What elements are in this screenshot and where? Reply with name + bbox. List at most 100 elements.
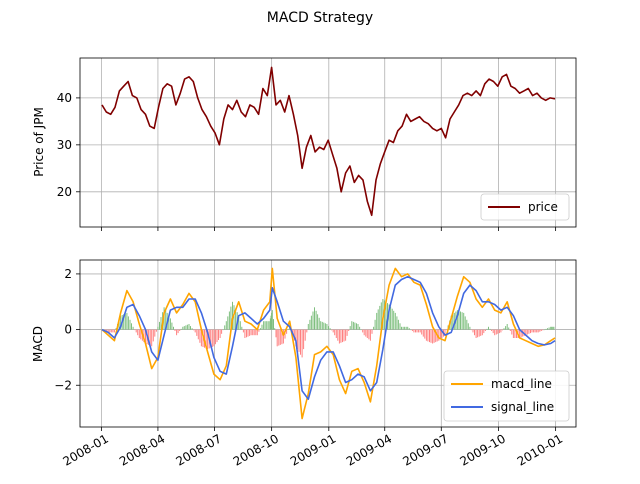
histogram-bar xyxy=(435,329,437,343)
x-tick-label: 2008-04 xyxy=(117,431,167,468)
histogram-bar xyxy=(368,329,370,340)
price-y-tick-label: 30 xyxy=(57,138,72,152)
histogram-bar xyxy=(182,326,184,330)
histogram-bar xyxy=(460,311,461,330)
price-y-tick-label: 20 xyxy=(57,185,72,199)
histogram-bar xyxy=(351,321,353,330)
histogram-bar xyxy=(242,329,244,333)
histogram-bar xyxy=(228,311,230,330)
histogram-bar xyxy=(550,326,552,330)
histogram-bar xyxy=(348,329,350,331)
histogram-bar xyxy=(270,315,272,330)
histogram-bar xyxy=(388,304,390,330)
histogram-bar xyxy=(196,329,198,336)
histogram-bar xyxy=(472,329,474,333)
histogram-bar xyxy=(124,313,126,330)
price-panel: 20 30 40 Price of JPM price xyxy=(32,57,577,231)
histogram-bar xyxy=(123,314,125,330)
histogram-bar xyxy=(463,312,465,330)
macd-y-ticks: −2 0 2 xyxy=(54,267,80,392)
histogram-bar xyxy=(165,310,167,330)
histogram-bar xyxy=(177,329,179,334)
histogram-bar xyxy=(314,307,315,330)
histogram-bar xyxy=(407,326,409,330)
histogram-bar xyxy=(250,329,252,336)
histogram-bar xyxy=(537,329,539,333)
histogram-bar xyxy=(509,329,511,331)
histogram-bar xyxy=(260,328,261,330)
histogram-bar xyxy=(491,329,493,331)
histogram-bar xyxy=(183,326,185,330)
histogram-bar xyxy=(145,329,146,344)
histogram-bar xyxy=(317,314,319,330)
histogram-bar xyxy=(439,329,441,340)
macd-x-ticks: 2008-01 2008-04 2008-07 2008-10 2009-01 2009-… xyxy=(60,427,565,469)
histogram-bar xyxy=(326,324,328,330)
macd-y-tick-label: 0 xyxy=(64,323,72,337)
price-legend: price xyxy=(480,193,570,221)
price-y-axis-label: Price of JPM xyxy=(32,107,46,177)
histogram-bar xyxy=(200,329,202,347)
histogram-bar xyxy=(484,329,486,331)
histogram-bar xyxy=(516,329,517,338)
histogram-bar xyxy=(227,316,229,330)
histogram-bar xyxy=(225,321,227,330)
histogram-bar xyxy=(138,329,140,338)
histogram-bar xyxy=(329,328,331,330)
histogram-bar xyxy=(194,329,196,333)
histogram-bar xyxy=(112,329,114,333)
histogram-bar xyxy=(404,326,406,330)
histogram-bar xyxy=(249,329,251,336)
histogram-bar xyxy=(506,324,508,330)
histogram-bar xyxy=(411,329,413,331)
histogram-bar xyxy=(273,319,274,330)
histogram-bar xyxy=(397,319,399,330)
histogram-bar xyxy=(169,318,171,330)
macd-y-tick-label: −2 xyxy=(54,378,72,392)
histogram-bar xyxy=(214,329,216,345)
histogram-bar xyxy=(402,326,404,330)
histogram-bar xyxy=(342,329,343,343)
histogram-bar xyxy=(224,325,226,330)
histogram-bar xyxy=(528,329,530,334)
histogram-bar xyxy=(179,329,181,331)
histogram-bar xyxy=(137,329,139,336)
histogram-bar xyxy=(343,329,345,342)
histogram-bar xyxy=(211,329,213,347)
histogram-bar xyxy=(540,329,542,331)
x-tick-label: 2010-01 xyxy=(515,431,565,468)
price-legend-box xyxy=(480,193,570,221)
histogram-bar xyxy=(263,321,265,330)
histogram-bar xyxy=(300,329,301,355)
histogram-bar xyxy=(276,329,278,347)
histogram-bar xyxy=(328,326,329,330)
histogram-bar xyxy=(349,326,351,330)
histogram-bar xyxy=(218,329,219,340)
histogram-bar xyxy=(365,329,367,337)
histogram-bar xyxy=(520,329,522,338)
histogram-bar xyxy=(287,328,289,330)
histogram-bar xyxy=(115,328,117,330)
histogram-bar xyxy=(519,329,521,338)
histogram-bar xyxy=(390,306,392,330)
histogram-bar xyxy=(340,329,342,343)
histogram-bar xyxy=(450,315,452,330)
x-tick-label: 2008-10 xyxy=(231,431,281,468)
histogram-bar xyxy=(323,322,325,330)
histogram-bar xyxy=(180,328,182,330)
histogram-bar xyxy=(548,327,550,330)
histogram-bar xyxy=(213,329,215,347)
macd-y-axis-label: MACD xyxy=(31,326,45,362)
histogram-bar xyxy=(157,326,159,330)
histogram-bar xyxy=(405,326,407,330)
histogram-bar xyxy=(256,329,258,336)
histogram-bar xyxy=(534,329,536,333)
histogram-bar xyxy=(396,316,398,330)
histogram-bar xyxy=(362,329,364,333)
histogram-bar xyxy=(127,316,129,330)
histogram-bar xyxy=(345,329,347,341)
histogram-bar xyxy=(134,329,136,331)
histogram-bar xyxy=(159,321,160,330)
histogram-bar xyxy=(492,329,494,334)
